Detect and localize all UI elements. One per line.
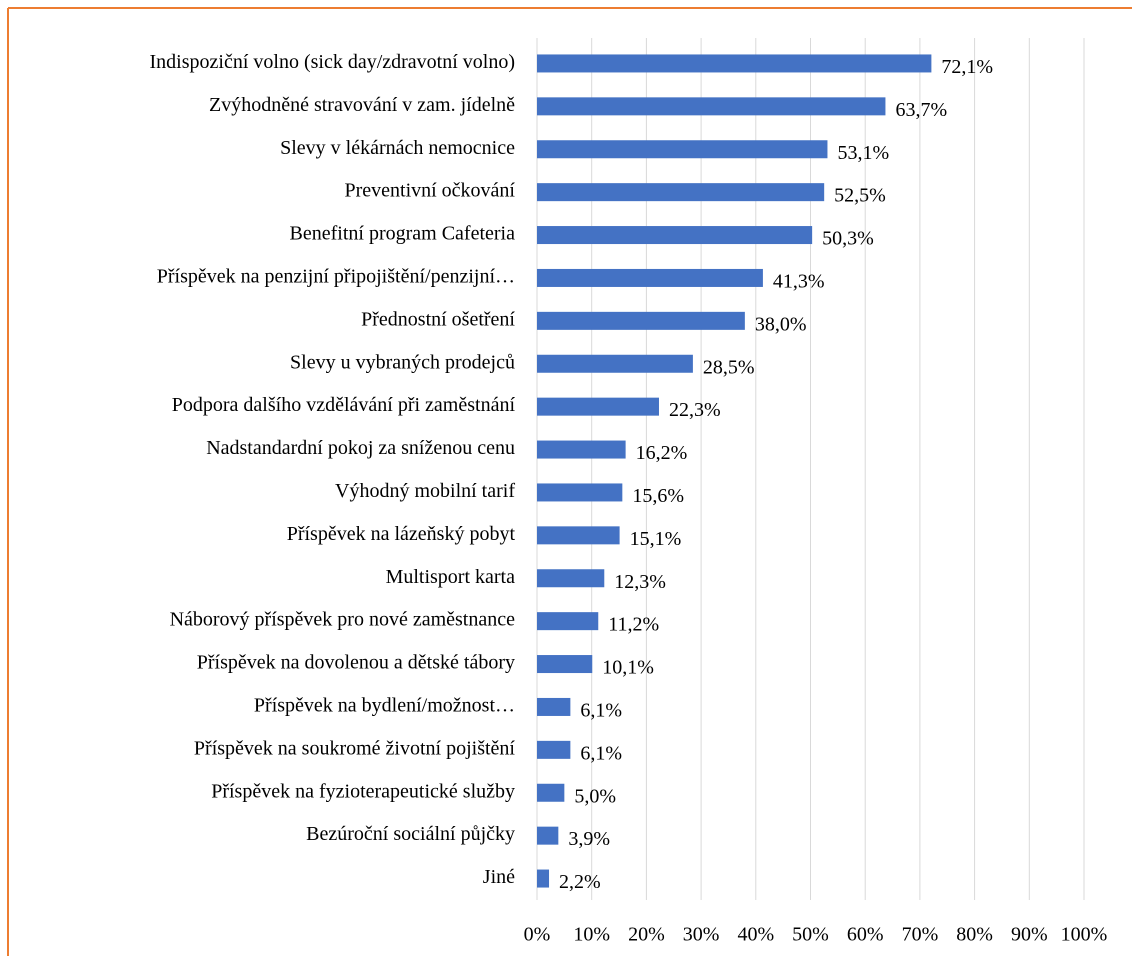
- bar: [537, 226, 813, 245]
- value-label: 3,9%: [568, 828, 610, 850]
- value-label: 53,1%: [837, 142, 889, 164]
- category-label: Preventivní očkování: [344, 180, 515, 202]
- category-label: Benefitní program Cafeteria: [290, 223, 516, 245]
- bar: [537, 54, 932, 73]
- value-label: 11,2%: [608, 614, 659, 636]
- bar: [537, 440, 626, 459]
- category-label: Příspěvek na dovolenou a dětské tábory: [197, 652, 515, 674]
- value-label: 22,3%: [669, 399, 721, 421]
- category-label: Výhodný mobilní tarif: [335, 480, 515, 502]
- bar: [537, 655, 593, 674]
- x-tick-label: 0%: [524, 924, 551, 946]
- category-label: Bezúroční sociální půjčky: [306, 823, 515, 845]
- category-label: Náborový příspěvek pro nové zaměstnance: [170, 609, 516, 631]
- value-label: 72,1%: [941, 56, 993, 78]
- category-label: Multisport karta: [386, 566, 516, 588]
- bar: [537, 612, 599, 631]
- category-label: Příspěvek na fyzioterapeutické služby: [211, 780, 515, 802]
- bar: [537, 183, 825, 202]
- bar: [537, 526, 620, 545]
- value-label: 50,3%: [822, 228, 874, 250]
- category-label: Slevy v lékárnách nemocnice: [280, 137, 515, 159]
- category-label: Podpora dalšího vzdělávání při zaměstnán…: [172, 394, 516, 416]
- value-label: 5,0%: [574, 785, 616, 807]
- value-label: 2,2%: [559, 871, 601, 893]
- value-label: 15,6%: [632, 485, 684, 507]
- category-label: Přednostní ošetření: [361, 308, 515, 330]
- category-label: Nadstandardní pokoj za sníženou cenu: [206, 437, 515, 459]
- category-label: Příspěvek na soukromé životní pojištění: [194, 737, 516, 759]
- x-tick-label: 20%: [628, 924, 665, 946]
- category-label: Příspěvek na bydlení/možnost…: [254, 695, 515, 717]
- value-label: 16,2%: [636, 442, 688, 464]
- value-label: 41,3%: [773, 271, 825, 293]
- bar: [537, 697, 571, 716]
- value-label: 12,3%: [614, 571, 666, 593]
- bar: [537, 311, 745, 330]
- value-label: 52,5%: [834, 185, 886, 207]
- bar: [537, 569, 605, 588]
- x-tick-label: 40%: [737, 924, 774, 946]
- category-label: Slevy u vybraných prodejců: [290, 351, 515, 373]
- value-label: 10,1%: [602, 657, 654, 679]
- x-tick-label: 100%: [1061, 924, 1108, 946]
- value-label: 15,1%: [630, 528, 682, 550]
- bar: [537, 483, 623, 502]
- value-label: 6,1%: [580, 700, 622, 722]
- value-label: 63,7%: [895, 99, 947, 121]
- bar: [537, 354, 693, 373]
- x-tick-label: 60%: [847, 924, 884, 946]
- category-label: Zvýhodněné stravování v zam. jídelně: [209, 94, 515, 116]
- bar: [537, 397, 659, 416]
- x-tick-label: 50%: [792, 924, 829, 946]
- value-label: 38,0%: [755, 313, 807, 335]
- category-label: Indispoziční volno (sick day/zdravotní v…: [150, 51, 515, 73]
- bar: [537, 740, 571, 759]
- x-tick-label: 90%: [1011, 924, 1048, 946]
- category-label: Jiné: [483, 866, 515, 888]
- x-tick-label: 80%: [956, 924, 993, 946]
- bar: [537, 140, 828, 159]
- bar: [537, 268, 763, 287]
- category-label: Příspěvek na lázeňský pobyt: [287, 523, 516, 545]
- value-label: 6,1%: [580, 742, 622, 764]
- value-label: 28,5%: [703, 356, 755, 378]
- category-label: Příspěvek na penzijní připojištění/penzi…: [157, 266, 515, 288]
- x-tick-label: 70%: [902, 924, 939, 946]
- bar: [537, 826, 559, 845]
- bar: [537, 783, 565, 802]
- bar: [537, 869, 550, 888]
- x-tick-label: 10%: [573, 924, 610, 946]
- x-tick-label: 30%: [683, 924, 720, 946]
- bar: [537, 97, 886, 116]
